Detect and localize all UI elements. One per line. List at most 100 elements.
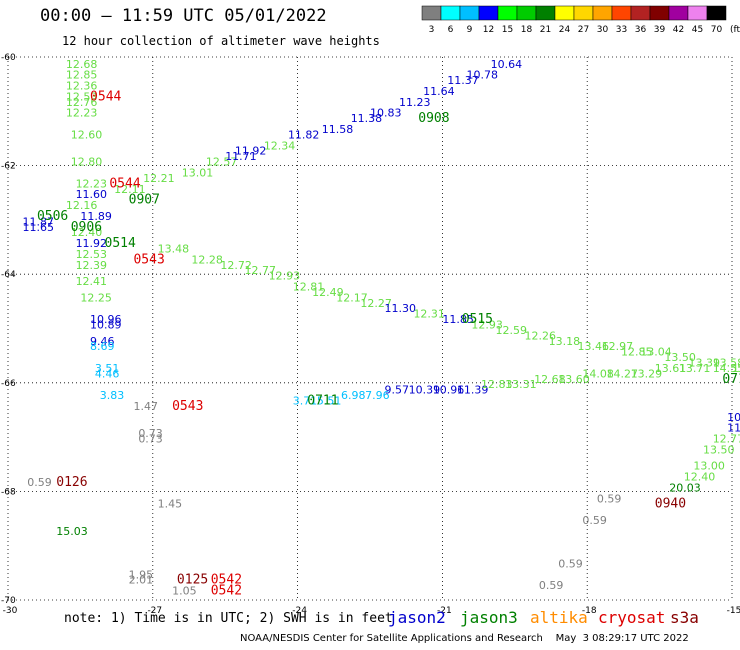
y-tick-label: -70 bbox=[1, 596, 16, 606]
x-tick-label: -15 bbox=[727, 606, 740, 616]
colorbar-label: 70 bbox=[711, 25, 723, 35]
wave-height-label: 12.68 bbox=[66, 58, 98, 71]
colorbar-swatch bbox=[497, 5, 518, 21]
wave-height-label: 11.89 bbox=[80, 210, 112, 223]
pass-time-label: 0712 bbox=[722, 372, 740, 387]
wave-height-label: 11.87 bbox=[22, 215, 54, 228]
wave-height-label: 12.23 bbox=[66, 107, 98, 120]
wave-height-label: 12.77 bbox=[245, 264, 276, 277]
wave-height-label: 13.29 bbox=[631, 367, 663, 380]
legend-item-cryosat: cryosat bbox=[598, 608, 666, 627]
pass-time-label: 0544 bbox=[109, 176, 140, 191]
legend-item-jason2: jason2 bbox=[388, 608, 446, 627]
colorbar-label: 30 bbox=[597, 25, 609, 35]
wave-height-label: 13.60 bbox=[558, 373, 590, 386]
wave-height-label: 12.76 bbox=[66, 96, 98, 109]
wave-height-label: 11.71 bbox=[225, 150, 257, 163]
wave-height-label: 3.83 bbox=[100, 389, 125, 402]
wave-height-label: 11.92 bbox=[235, 145, 267, 158]
wave-height-label: 13.61 bbox=[655, 362, 687, 375]
wave-height-label: 1.47 bbox=[133, 400, 158, 413]
wave-height-label: 13.31 bbox=[505, 378, 537, 391]
colorbar-swatch bbox=[535, 5, 556, 21]
pass-time-label: 0906 bbox=[71, 220, 102, 235]
wave-height-label: 11.92 bbox=[76, 237, 108, 250]
wave-height-label: 4.46 bbox=[95, 367, 120, 380]
wave-height-label: 1.45 bbox=[158, 498, 183, 511]
wave-height-label: 9.57 bbox=[384, 384, 409, 397]
y-tick-label: -66 bbox=[1, 379, 16, 389]
x-tick-label: -24 bbox=[292, 606, 307, 616]
pass-time-label: 0907 bbox=[129, 193, 160, 208]
colorbar-label: 3 bbox=[429, 25, 435, 35]
wave-height-label: 10.83 bbox=[370, 107, 402, 120]
wave-height-label: 12.83 bbox=[481, 378, 512, 391]
wave-height-label: 13.50 bbox=[664, 351, 696, 364]
pass-time-label: 0542 bbox=[211, 584, 242, 599]
wave-height-label: 6.98 bbox=[341, 389, 366, 402]
wave-height-label: 12.27 bbox=[360, 297, 392, 310]
wave-height-label: 12.16 bbox=[66, 199, 98, 212]
wave-height-label: 9.46 bbox=[90, 335, 115, 348]
wave-height-label: 11.60 bbox=[76, 188, 108, 201]
wave-height-label: 10.89 bbox=[90, 319, 122, 332]
axis-ticks: -30 -27 -24 -21 -18 -15 -60 -62 -64 -66 -68 -70 bbox=[1, 53, 740, 616]
pass-time-label: 0543 bbox=[172, 399, 203, 414]
colorbar-label: 6 bbox=[448, 25, 454, 35]
wave-height-label: 3.51 bbox=[95, 362, 120, 375]
legend-item-altika: altika bbox=[530, 608, 588, 627]
wave-height-label: 20.03 bbox=[669, 481, 701, 494]
pass-time-label: 0711 bbox=[307, 394, 338, 409]
wave-height-label: 13.46 bbox=[578, 340, 610, 353]
wave-height-label: 12.49 bbox=[312, 286, 344, 299]
wave-height-label: 12.23 bbox=[76, 177, 108, 190]
pass-time-label: 0515 bbox=[462, 312, 493, 327]
wave-height-label: 12.25 bbox=[80, 291, 112, 304]
chart-title: 00:00 – 11:59 UTC 05/01/2022 bbox=[40, 6, 327, 26]
wave-height-label: 14.27 bbox=[607, 367, 639, 380]
credit-line: NOAA/NESDIS Center for Satellite Applica… bbox=[240, 633, 689, 644]
colorbar-swatch bbox=[459, 5, 480, 21]
wave-height-label: 10.64 bbox=[491, 58, 522, 71]
wave-height-label: 15.03 bbox=[56, 525, 87, 538]
wave-height-label: 0.73 bbox=[138, 427, 163, 440]
colorbar-label: 45 bbox=[692, 25, 703, 35]
pass-time-label: 0908 bbox=[418, 111, 449, 126]
pass-time-label: 0126 bbox=[56, 475, 87, 490]
wave-height-label: 14.55 bbox=[713, 362, 740, 375]
colorbar-label: 24 bbox=[559, 25, 571, 35]
colorbar-label: 12 bbox=[483, 25, 494, 35]
pass-time-label: 0514 bbox=[105, 236, 136, 251]
wave-height-label: 0.73 bbox=[138, 433, 163, 446]
wave-height-label: 12.41 bbox=[76, 275, 108, 288]
wave-height-label: 0.59 bbox=[27, 476, 52, 489]
wave-height-label: 11.30 bbox=[384, 302, 416, 315]
pass-time-label: 0506 bbox=[37, 209, 68, 224]
colorbar-label: 9 bbox=[467, 25, 473, 35]
y-tick-label: -60 bbox=[1, 53, 16, 63]
wave-height-label: 11.64 bbox=[423, 85, 455, 98]
colorbar-label: 21 bbox=[540, 25, 551, 35]
wave-height-label: 12.26 bbox=[524, 329, 556, 342]
wave-height-label: 12.11 bbox=[114, 183, 146, 196]
pass-time-label: 0544 bbox=[90, 89, 121, 104]
wave-height-label: 12.57 bbox=[206, 156, 238, 169]
wave-height-label: 1.05 bbox=[172, 585, 197, 598]
wave-height-label: 13.48 bbox=[158, 242, 190, 255]
wave-height-label: 2.01 bbox=[129, 574, 154, 587]
wave-height-label: 0.59 bbox=[558, 557, 583, 570]
colorbar-swatch bbox=[649, 5, 670, 21]
wave-height-label: 11.39 bbox=[457, 384, 489, 397]
x-tick-label: -21 bbox=[437, 606, 452, 616]
chart-subtitle: 12 hour collection of altimeter wave hei… bbox=[62, 34, 380, 48]
pass-time-label: 0125 bbox=[177, 573, 208, 588]
y-tick-label: -64 bbox=[1, 270, 16, 280]
wave-height-label: 11.65 bbox=[22, 221, 54, 234]
wave-height-label: 11.37 bbox=[447, 74, 479, 87]
legend-item-s3a: s3a bbox=[670, 608, 699, 627]
wave-height-label: 12.97 bbox=[602, 340, 634, 353]
wave-height-label: 12.17 bbox=[336, 291, 368, 304]
colorbar-label: 15 bbox=[502, 25, 513, 35]
wave-height-label: 8.69 bbox=[90, 340, 115, 353]
wave-height-label: 11.58 bbox=[322, 123, 354, 136]
